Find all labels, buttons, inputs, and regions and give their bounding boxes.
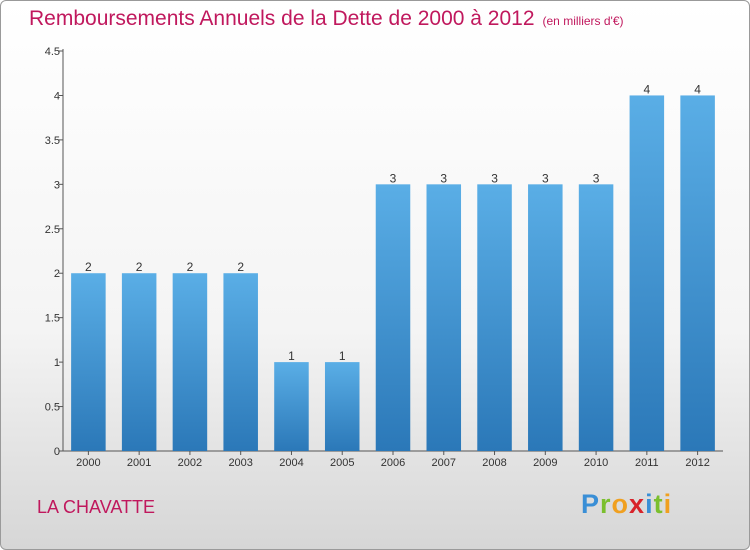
bar-2010 [578,184,614,452]
bar-2000 [71,273,106,451]
x-tick-label-2010: 2010 [584,457,608,469]
x-tick-label-2007: 2007 [432,457,456,469]
bar-2001 [121,273,157,451]
logo-letter: x [629,489,646,519]
bar-2012 [680,95,715,451]
data-label-2003: 2 [237,260,244,274]
x-tick-label-2003: 2003 [228,457,252,469]
bar-2005 [324,362,360,451]
bar-2008 [477,184,512,452]
bar-2009 [528,184,563,452]
y-tick-label: 3.5 [45,135,60,147]
y-tick-label: 1 [54,357,60,369]
x-tick-label-2009: 2009 [533,457,557,469]
logo-letter: t [653,489,664,519]
x-tick-label-2008: 2008 [482,457,506,469]
data-label-2000: 2 [85,260,92,274]
chart-title-block: Remboursements Annuels de la Dette de 20… [29,7,624,31]
data-label-2007: 3 [440,171,447,185]
bar-2007 [426,184,462,452]
y-tick-label: 1.5 [45,313,60,325]
bar-2006 [375,184,411,452]
y-tick-label: 4 [54,90,60,102]
chart-subtitle: (en milliers d'€) [542,14,624,28]
data-label-2006: 3 [390,171,397,185]
x-tick-label-2005: 2005 [330,457,354,469]
y-tick-label: 2.5 [45,224,60,236]
logo-letter: r [600,489,612,519]
data-label-2008: 3 [491,171,498,185]
data-label-2011: 4 [644,82,651,96]
data-label-2005: 1 [339,349,346,363]
chart-title: Remboursements Annuels de la Dette de 20… [29,7,535,30]
data-label-2010: 3 [593,171,600,185]
x-tick-label-2002: 2002 [178,457,202,469]
y-tick-label: 3 [54,179,60,191]
logo-letter: i [663,489,673,519]
data-label-2001: 2 [136,260,143,274]
x-tick-label-2012: 2012 [685,457,709,469]
y-tick-label: 0 [54,446,60,458]
x-tick-label-2000: 2000 [76,457,100,469]
data-label-2012: 4 [694,82,701,96]
x-tick-label-2004: 2004 [279,457,303,469]
x-tick-label-2006: 2006 [381,457,405,469]
logo-letter: o [611,489,630,519]
bar-2002 [172,273,208,451]
logo-letter: i [645,489,654,519]
data-label-2002: 2 [187,260,194,274]
logo-letter: P [581,489,601,519]
bar-2004 [274,362,309,451]
proxiti-logo: Proxiti [581,489,672,520]
data-label-2004: 1 [288,349,295,363]
x-tick-label-2011: 2011 [635,457,659,469]
y-tick-label: 2 [54,268,60,280]
x-tick-label-2001: 2001 [127,457,151,469]
y-tick-label: 4.5 [45,46,60,58]
commune-name: LA CHAVATTE [37,497,156,517]
y-tick-label: 0.5 [45,402,60,414]
bar-2003 [223,273,258,451]
data-label-2009: 3 [542,171,549,185]
bar-2011 [629,95,665,451]
